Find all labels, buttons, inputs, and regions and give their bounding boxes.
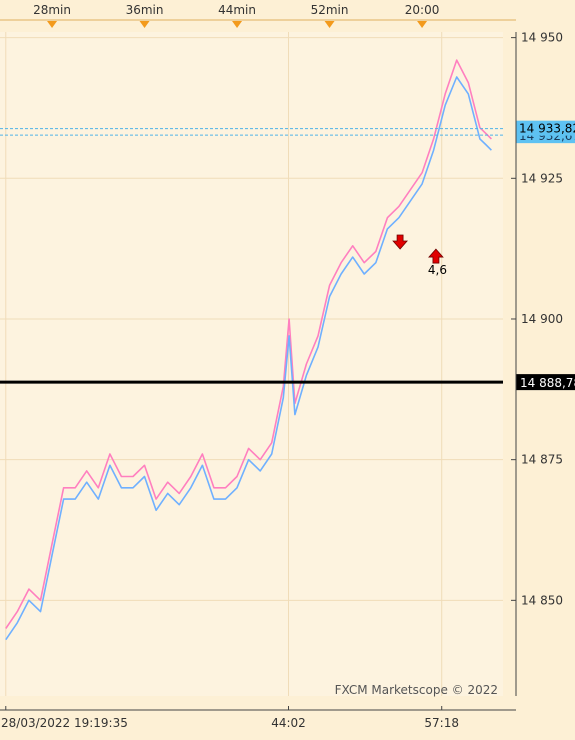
price-series [5,59,492,641]
x-top-tick-marker [417,21,428,28]
x-top-tick-marker [139,21,150,28]
x-axis-top: 28min 36min 44min 52min 20:00 [0,3,516,28]
buy-marker-1 [428,248,444,264]
x-top-tick-marker [47,21,58,28]
trade-pl-label: 4,6 [428,263,447,277]
y-tick-label: 14 900 [521,312,563,326]
y-tick-label: 14 925 [521,171,563,185]
trade-markers: 4,6 [392,234,447,277]
x-bottom-tick-label: 28/03/2022 19:19:35 [1,716,128,730]
plot-background [0,32,503,696]
x-top-tick-marker [232,21,243,28]
x-top-tick-label: 28min [33,3,71,17]
price-label-1: 14 933,82 [519,122,575,136]
x-bottom-tick-label: 57:18 [424,716,459,730]
y-tick-label: 14 850 [521,593,563,607]
x-top-tick-label: 44min [218,3,256,17]
grid [0,32,503,696]
series-line-1 [5,76,492,641]
x-top-tick-label: 52min [311,3,349,17]
level-label: 14 888,78 [520,376,575,390]
y-axis: 14 950 14 925 14 900 14 875 14 850 [511,31,563,696]
level-label-box [516,374,575,391]
x-top-tick-marker [324,21,335,28]
series-line-0 [5,59,492,629]
x-axis-bottom: 28/03/2022 19:19:35 44:02 57:18 [0,706,516,730]
x-top-tick-label: 36min [126,3,164,17]
x-bottom-tick-label: 44:02 [271,716,306,730]
chart-watermark: FXCM Marketscope © 2022 [335,683,498,697]
price-label-box-1 [516,120,575,136]
sell-marker-0 [392,234,408,250]
y-tick-label: 14 875 [521,453,563,467]
y-tick-label: 14 950 [521,31,563,45]
x-top-tick-label: 20:00 [405,3,440,17]
